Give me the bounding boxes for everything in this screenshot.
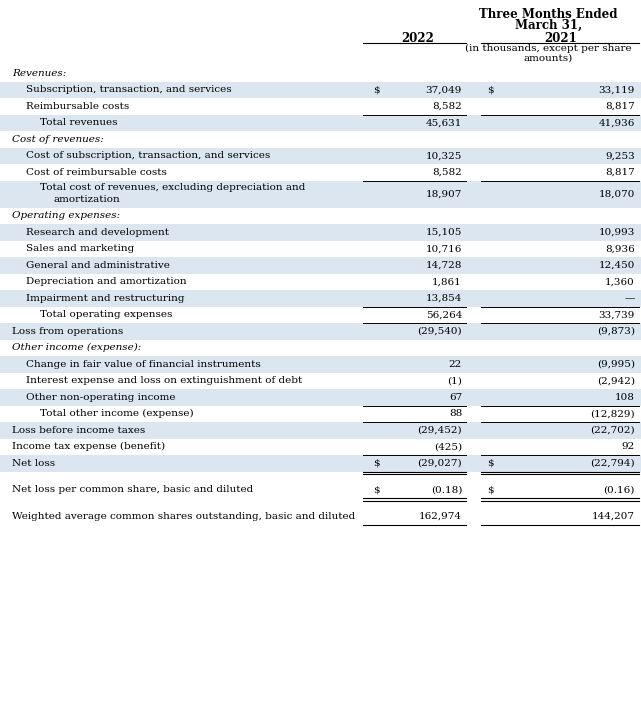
Text: 1,360: 1,360	[605, 277, 635, 286]
Text: 33,119: 33,119	[599, 85, 635, 94]
Text: 8,817: 8,817	[605, 168, 635, 177]
Text: Income tax expense (benefit): Income tax expense (benefit)	[12, 442, 165, 452]
Text: (29,027): (29,027)	[417, 459, 462, 467]
Text: Research and development: Research and development	[26, 228, 169, 237]
Text: Operating expenses:: Operating expenses:	[12, 211, 120, 220]
Text: Total other income (expense): Total other income (expense)	[40, 409, 194, 419]
Text: 9,253: 9,253	[605, 151, 635, 160]
Text: Sales and marketing: Sales and marketing	[26, 244, 134, 253]
Text: (22,702): (22,702)	[590, 426, 635, 435]
Bar	[0, 290, 641, 307]
Text: 8,582: 8,582	[432, 102, 462, 111]
Bar	[0, 323, 641, 340]
Text: 8,582: 8,582	[432, 168, 462, 177]
Text: $: $	[487, 485, 494, 494]
Text: Impairment and restructuring: Impairment and restructuring	[26, 294, 185, 303]
Text: 14,728: 14,728	[426, 261, 462, 270]
Bar	[0, 422, 641, 439]
Text: Cost of subscription, transaction, and services: Cost of subscription, transaction, and s…	[26, 151, 271, 160]
Text: 8,817: 8,817	[605, 102, 635, 111]
Text: 92: 92	[622, 442, 635, 451]
Text: 18,907: 18,907	[426, 190, 462, 198]
Text: 10,716: 10,716	[426, 244, 462, 253]
Bar	[0, 82, 641, 98]
Text: 10,993: 10,993	[599, 228, 635, 237]
Text: Total operating expenses: Total operating expenses	[40, 310, 172, 320]
Text: $: $	[373, 459, 379, 467]
Text: (1): (1)	[447, 376, 462, 386]
Text: (9,873): (9,873)	[597, 327, 635, 336]
Text: Net loss per common share, basic and diluted: Net loss per common share, basic and dil…	[12, 485, 253, 494]
Text: 18,070: 18,070	[599, 190, 635, 198]
Bar	[0, 224, 641, 241]
Text: (12,829): (12,829)	[590, 409, 635, 419]
Text: 88: 88	[449, 409, 462, 419]
Text: Weighted average common shares outstanding, basic and diluted: Weighted average common shares outstandi…	[12, 512, 355, 521]
Text: 41,936: 41,936	[599, 118, 635, 127]
Text: Change in fair value of financial instruments: Change in fair value of financial instru…	[26, 360, 261, 369]
Bar	[0, 257, 641, 274]
Bar	[0, 455, 641, 472]
Text: Loss from operations: Loss from operations	[12, 327, 123, 336]
Text: 2022: 2022	[401, 32, 434, 45]
Text: (22,794): (22,794)	[590, 459, 635, 467]
Text: Cost of revenues:: Cost of revenues:	[12, 135, 104, 144]
Text: General and administrative: General and administrative	[26, 261, 170, 270]
Text: (in thousands, except per share: (in thousands, except per share	[465, 44, 632, 53]
Text: 2021: 2021	[545, 32, 578, 45]
Text: 10,325: 10,325	[426, 151, 462, 160]
Bar	[0, 114, 641, 131]
Text: 108: 108	[615, 393, 635, 402]
Text: Three Months Ended: Three Months Ended	[479, 8, 618, 21]
Bar	[0, 180, 641, 208]
Text: 13,854: 13,854	[426, 294, 462, 303]
Text: 67: 67	[449, 393, 462, 402]
Bar	[0, 147, 641, 164]
Text: Other income (expense):: Other income (expense):	[12, 343, 141, 353]
Text: March 31,: March 31,	[515, 19, 582, 32]
Text: (29,452): (29,452)	[417, 426, 462, 435]
Text: Depreciation and amortization: Depreciation and amortization	[26, 277, 187, 286]
Text: Reimbursable costs: Reimbursable costs	[26, 102, 129, 111]
Text: 1,861: 1,861	[432, 277, 462, 286]
Text: amortization: amortization	[54, 195, 121, 203]
Text: $: $	[487, 459, 494, 467]
Text: 22: 22	[449, 360, 462, 369]
Text: Revenues:: Revenues:	[12, 69, 66, 78]
Text: 8,936: 8,936	[605, 244, 635, 253]
Text: Interest expense and loss on extinguishment of debt: Interest expense and loss on extinguishm…	[26, 376, 303, 386]
Text: 144,207: 144,207	[592, 512, 635, 521]
Text: Cost of reimbursable costs: Cost of reimbursable costs	[26, 168, 167, 177]
Text: Loss before income taxes: Loss before income taxes	[12, 426, 146, 435]
Text: (9,995): (9,995)	[597, 360, 635, 369]
Text: 162,974: 162,974	[419, 512, 462, 521]
Text: Subscription, transaction, and services: Subscription, transaction, and services	[26, 85, 231, 94]
Text: $: $	[487, 85, 494, 94]
Text: 37,049: 37,049	[426, 85, 462, 94]
Text: 56,264: 56,264	[426, 310, 462, 320]
Text: 33,739: 33,739	[599, 310, 635, 320]
Text: Total cost of revenues, excluding depreciation and: Total cost of revenues, excluding deprec…	[40, 184, 305, 192]
Text: —: —	[624, 294, 635, 303]
Text: (2,942): (2,942)	[597, 376, 635, 386]
Bar	[0, 356, 641, 373]
Text: (29,540): (29,540)	[417, 327, 462, 336]
Text: (0.16): (0.16)	[604, 485, 635, 494]
Text: (425): (425)	[434, 442, 462, 451]
Text: 15,105: 15,105	[426, 228, 462, 237]
Text: $: $	[373, 85, 379, 94]
Text: 45,631: 45,631	[426, 118, 462, 127]
Text: Total revenues: Total revenues	[40, 118, 117, 127]
Text: $: $	[373, 485, 379, 494]
Text: Other non-operating income: Other non-operating income	[26, 393, 176, 402]
Text: Net loss: Net loss	[12, 459, 55, 467]
Text: 12,450: 12,450	[599, 261, 635, 270]
Text: amounts): amounts)	[524, 54, 573, 63]
Text: (0.18): (0.18)	[431, 485, 462, 494]
Bar	[0, 389, 641, 406]
